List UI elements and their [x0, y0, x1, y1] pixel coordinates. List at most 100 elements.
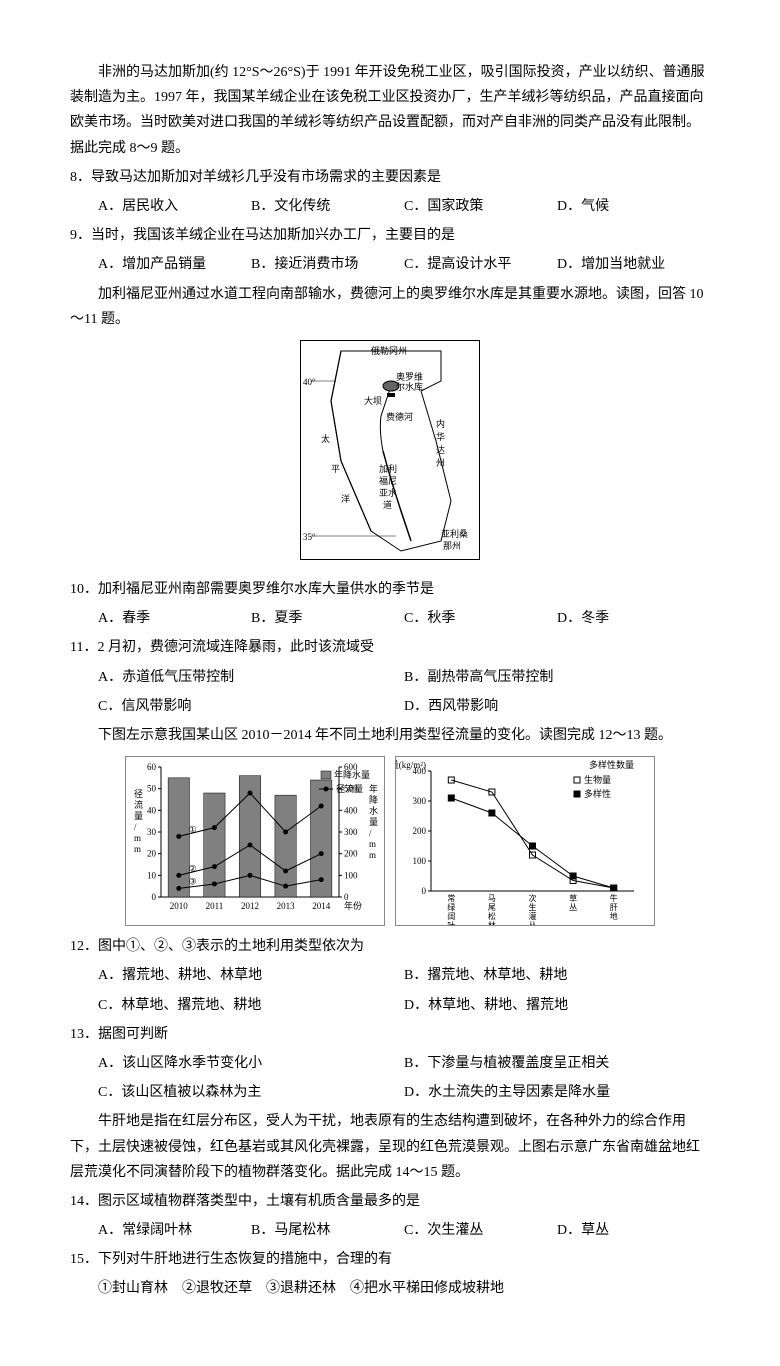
q11-opt-b: B．副热带高气压带控制: [404, 665, 710, 690]
q9-options: A．增加产品销量 B．接近消费市场 C．提高设计水平 D．增加当地就业: [70, 252, 710, 277]
svg-text:尾: 尾: [488, 903, 496, 912]
intro-paragraph-1: 非洲的马达加斯加(约 12°S～26°S)于 1991 年开设免税工业区，吸引国…: [70, 60, 710, 161]
intro-paragraph-2: 加利福尼亚州通过水道工程向南部输水，费德河上的奥罗维尔水库是其重要水源地。读图，…: [70, 282, 710, 332]
biomass-chart: 0100200300400常绿阔叶林马尾松林次生灌丛草丛牛肝地生物量(kg/m²…: [395, 756, 655, 926]
svg-text:2014: 2014: [312, 901, 331, 911]
svg-text:绿: 绿: [447, 903, 455, 912]
map-label-40: 40°: [303, 374, 316, 390]
svg-text:/: /: [369, 828, 372, 838]
q13-opt-d: D．水土流失的主导因素是降水量: [404, 1080, 710, 1105]
q13-opt-b: B．下渗量与植被覆盖度呈正相关: [404, 1051, 710, 1076]
svg-text:/: /: [134, 822, 137, 832]
svg-text:松: 松: [488, 911, 496, 921]
map-label-oregon: 俄勒冈州: [371, 343, 407, 359]
map-label-pac2: 平: [331, 461, 340, 477]
question-13: 13．据图可判断: [70, 1022, 710, 1047]
q14-options: A．常绿阔叶林 B．马尾松林 C．次生灌丛 D．草丛: [70, 1218, 710, 1243]
map-label-nv4: 州: [436, 455, 445, 471]
q14-opt-b: B．马尾松林: [251, 1218, 404, 1243]
q14-opt-c: C．次生灌丛: [404, 1218, 557, 1243]
question-11: 11．2 月初，费德河流域连降暴雨，此时该流域受: [70, 635, 710, 660]
q12-opt-a: A．撂荒地、耕地、林草地: [98, 963, 404, 988]
q13-options-row1: A．该山区降水季节变化小 B．下渗量与植被覆盖度呈正相关: [70, 1051, 710, 1076]
svg-text:2012: 2012: [241, 901, 259, 911]
svg-text:流: 流: [134, 799, 143, 810]
svg-text:0: 0: [422, 886, 427, 896]
svg-text:m: m: [369, 850, 376, 860]
question-9: 9．当时，我国该羊绒企业在马达加斯加兴办工厂，主要目的是: [70, 223, 710, 248]
svg-text:m: m: [134, 833, 141, 843]
svg-text:年: 年: [369, 783, 378, 794]
map-label-feather: 费德河: [386, 409, 413, 425]
question-12: 12．图中①、②、③表示的土地利用类型依次为: [70, 934, 710, 959]
svg-text:2013: 2013: [277, 901, 296, 911]
svg-text:径: 径: [134, 788, 143, 799]
q8-opt-c: C．国家政策: [404, 194, 557, 219]
runoff-chart: 01020304050600100200300400500600①②③20102…: [125, 756, 385, 926]
svg-text:生物量(kg/m²): 生物量(kg/m²): [396, 759, 426, 770]
question-15-sub: ①封山育林 ②退牧还草 ③退耕还林 ④把水平梯田修成坡耕地: [70, 1276, 710, 1301]
q13-opt-c: C．该山区植被以森林为主: [98, 1080, 404, 1105]
q9-opt-d: D．增加当地就业: [557, 252, 710, 277]
svg-text:100: 100: [413, 856, 427, 866]
svg-text:牛: 牛: [610, 893, 618, 903]
svg-text:量: 量: [134, 811, 143, 821]
svg-text:马: 马: [488, 894, 496, 903]
q12-options-row1: A．撂荒地、耕地、林草地 B．撂荒地、林草地、耕地: [70, 963, 710, 988]
map-label-35: 35°: [303, 529, 316, 545]
intro-paragraph-4: 牛肝地是指在红层分布区，受人为干扰，地表原有的生态结构遭到破坏，在各种外力的综合…: [70, 1109, 710, 1185]
svg-text:量: 量: [369, 817, 378, 827]
svg-text:水: 水: [369, 805, 378, 816]
svg-text:m: m: [134, 844, 141, 854]
q12-opt-c: C．林草地、撂荒地、耕地: [98, 993, 404, 1018]
map-label-pac1: 太: [321, 431, 330, 447]
svg-text:60: 60: [147, 762, 157, 772]
svg-text:丛: 丛: [529, 920, 537, 925]
svg-text:生: 生: [529, 902, 537, 912]
svg-text:20: 20: [147, 849, 157, 859]
q11-options-row2: C．信风带影响 D．西风带影响: [70, 694, 710, 719]
q8-opt-a: A．居民收入: [98, 194, 251, 219]
svg-text:径流量: 径流量: [336, 783, 363, 794]
q13-options-row2: C．该山区植被以森林为主 D．水土流失的主导因素是降水量: [70, 1080, 710, 1105]
q11-opt-d: D．西风带影响: [404, 694, 710, 719]
svg-text:地: 地: [610, 911, 618, 921]
question-8: 8．导致马达加斯加对羊绒衫几乎没有市场需求的主要因素是: [70, 165, 710, 190]
svg-text:40: 40: [147, 806, 157, 816]
svg-text:③: ③: [189, 877, 197, 887]
svg-text:300: 300: [413, 796, 427, 806]
svg-text:①: ①: [189, 825, 197, 835]
charts-row: 01020304050600100200300400500600①②③20102…: [70, 756, 710, 926]
map-label-az2: 那州: [443, 538, 461, 554]
svg-text:灌: 灌: [529, 911, 537, 921]
intro-paragraph-3: 下图左示意我国某山区 2010－2014 年不同土地利用类型径流量的变化。读图完…: [70, 723, 710, 748]
svg-text:30: 30: [147, 827, 157, 837]
svg-text:丛: 丛: [569, 902, 577, 912]
q12-opt-d: D．林草地、耕地、撂荒地: [404, 993, 710, 1018]
svg-text:次: 次: [529, 893, 537, 903]
q14-opt-d: D．草丛: [557, 1218, 710, 1243]
svg-text:100: 100: [344, 871, 358, 881]
q11-opt-a: A．赤道低气压带控制: [98, 665, 404, 690]
svg-text:阔: 阔: [447, 911, 455, 921]
svg-text:50: 50: [147, 784, 157, 794]
q13-opt-a: A．该山区降水季节变化小: [98, 1051, 404, 1076]
question-14: 14．图示区域植物群落类型中，土壤有机质含量最多的是: [70, 1189, 710, 1214]
svg-text:多样性数量: 多样性数量: [589, 759, 634, 770]
q8-opt-d: D．气候: [557, 194, 710, 219]
svg-text:400: 400: [344, 806, 358, 816]
svg-text:200: 200: [413, 826, 427, 836]
q8-opt-b: B．文化传统: [251, 194, 404, 219]
svg-text:300: 300: [344, 827, 358, 837]
svg-text:2011: 2011: [206, 901, 224, 911]
map-label-oroville2: 尔水库: [396, 379, 423, 395]
q10-options: A．春季 B．夏季 C．秋季 D．冬季: [70, 606, 710, 631]
svg-text:多样性: 多样性: [584, 788, 611, 799]
map-label-dam: 大坝: [364, 393, 382, 409]
q9-opt-a: A．增加产品销量: [98, 252, 251, 277]
svg-text:200: 200: [344, 849, 358, 859]
map-label-ca4: 道: [383, 497, 392, 513]
svg-text:降: 降: [369, 794, 378, 805]
q11-options-row1: A．赤道低气压带控制 B．副热带高气压带控制: [70, 665, 710, 690]
q14-opt-a: A．常绿阔叶林: [98, 1218, 251, 1243]
